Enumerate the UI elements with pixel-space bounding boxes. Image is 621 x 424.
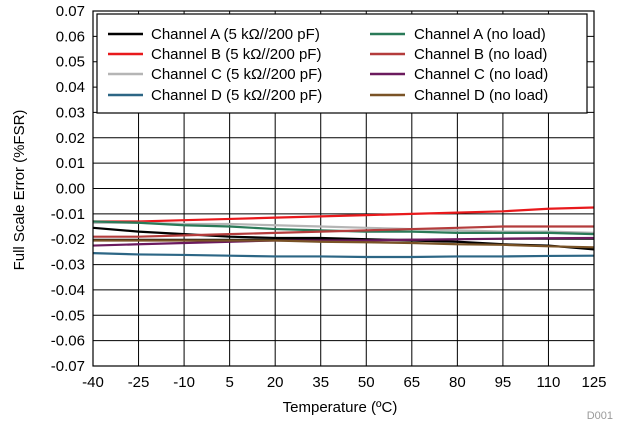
x-tick-label: -40 — [82, 374, 104, 391]
legend-label: Channel B (5 kΩ//200 pF) — [151, 46, 321, 63]
x-tick-label: 110 — [536, 374, 560, 391]
x-tick-label: 80 — [449, 374, 466, 391]
y-tick-label: 0.04 — [56, 79, 85, 96]
y-tick-label: 0.03 — [56, 104, 85, 121]
y-tick-label: -0.05 — [51, 307, 85, 324]
legend-box — [96, 13, 588, 114]
y-tick-label: -0.07 — [51, 358, 85, 375]
plot-frame — [92, 10, 595, 367]
x-tick-label: 65 — [403, 374, 420, 391]
legend-label: Channel D (no load) — [414, 87, 548, 104]
y-tick-label: 0.07 — [56, 3, 85, 20]
legend: Channel A (5 kΩ//200 pF) Channel B (5 kΩ/… — [96, 13, 588, 114]
y-tick-labels: 0.07 0.06 0.05 0.04 0.03 0.02 0.01 0.00 -0.01 -0.… — [51, 3, 85, 375]
y-tick-label: 0.06 — [56, 28, 85, 45]
y-tick-label: -0.02 — [51, 231, 85, 248]
x-tick-label: -25 — [128, 374, 150, 391]
legend-label: Channel D (5 kΩ//200 pF) — [151, 87, 322, 104]
x-axis-label: Temperature (ºC) — [283, 399, 398, 416]
series-line-channel-d-5-k-200-pf — [92, 252, 595, 259]
x-tick-label: 50 — [358, 374, 375, 391]
y-tick-label: -0.06 — [51, 333, 85, 350]
y-tick-label: 0.05 — [56, 54, 85, 71]
figure-id-label: D001 — [587, 410, 613, 422]
y-tick-label: 0.00 — [56, 181, 85, 198]
x-tick-label: -10 — [173, 374, 195, 391]
series-line-channel-b-5-k-200-pf — [93, 206, 595, 223]
legend-label: Channel A (5 kΩ//200 pF) — [151, 26, 320, 43]
y-tick-label: 0.01 — [56, 155, 85, 172]
x-tick-label: 35 — [312, 374, 329, 391]
x-tick-labels: -40 -25 -10 5 20 35 50 65 80 95 110 125 — [82, 374, 606, 391]
x-tick-label: 20 — [267, 374, 284, 391]
y-tick-label: -0.01 — [51, 206, 85, 223]
x-tick-label: 125 — [581, 374, 606, 391]
series-line-channel-b-no-load — [93, 225, 594, 238]
x-tick-label: 5 — [225, 374, 233, 391]
y-axis-label: Full Scale Error (%FSR) — [11, 110, 28, 271]
series-lines — [92, 206, 595, 259]
x-tick-label: 95 — [495, 374, 512, 391]
y-tick-label: 0.02 — [56, 130, 85, 147]
y-tick-label: -0.04 — [51, 282, 85, 299]
legend-label: Channel A (no load) — [414, 26, 546, 43]
y-tick-label: -0.03 — [51, 257, 85, 274]
series-line-channel-c-no-load — [92, 236, 595, 247]
series-line-channel-d-no-load — [93, 239, 595, 249]
legend-label: Channel C (no load) — [414, 66, 548, 83]
legend-label: Channel B (no load) — [414, 46, 547, 63]
legend-label: Channel C (5 kΩ//200 pF) — [151, 66, 322, 83]
